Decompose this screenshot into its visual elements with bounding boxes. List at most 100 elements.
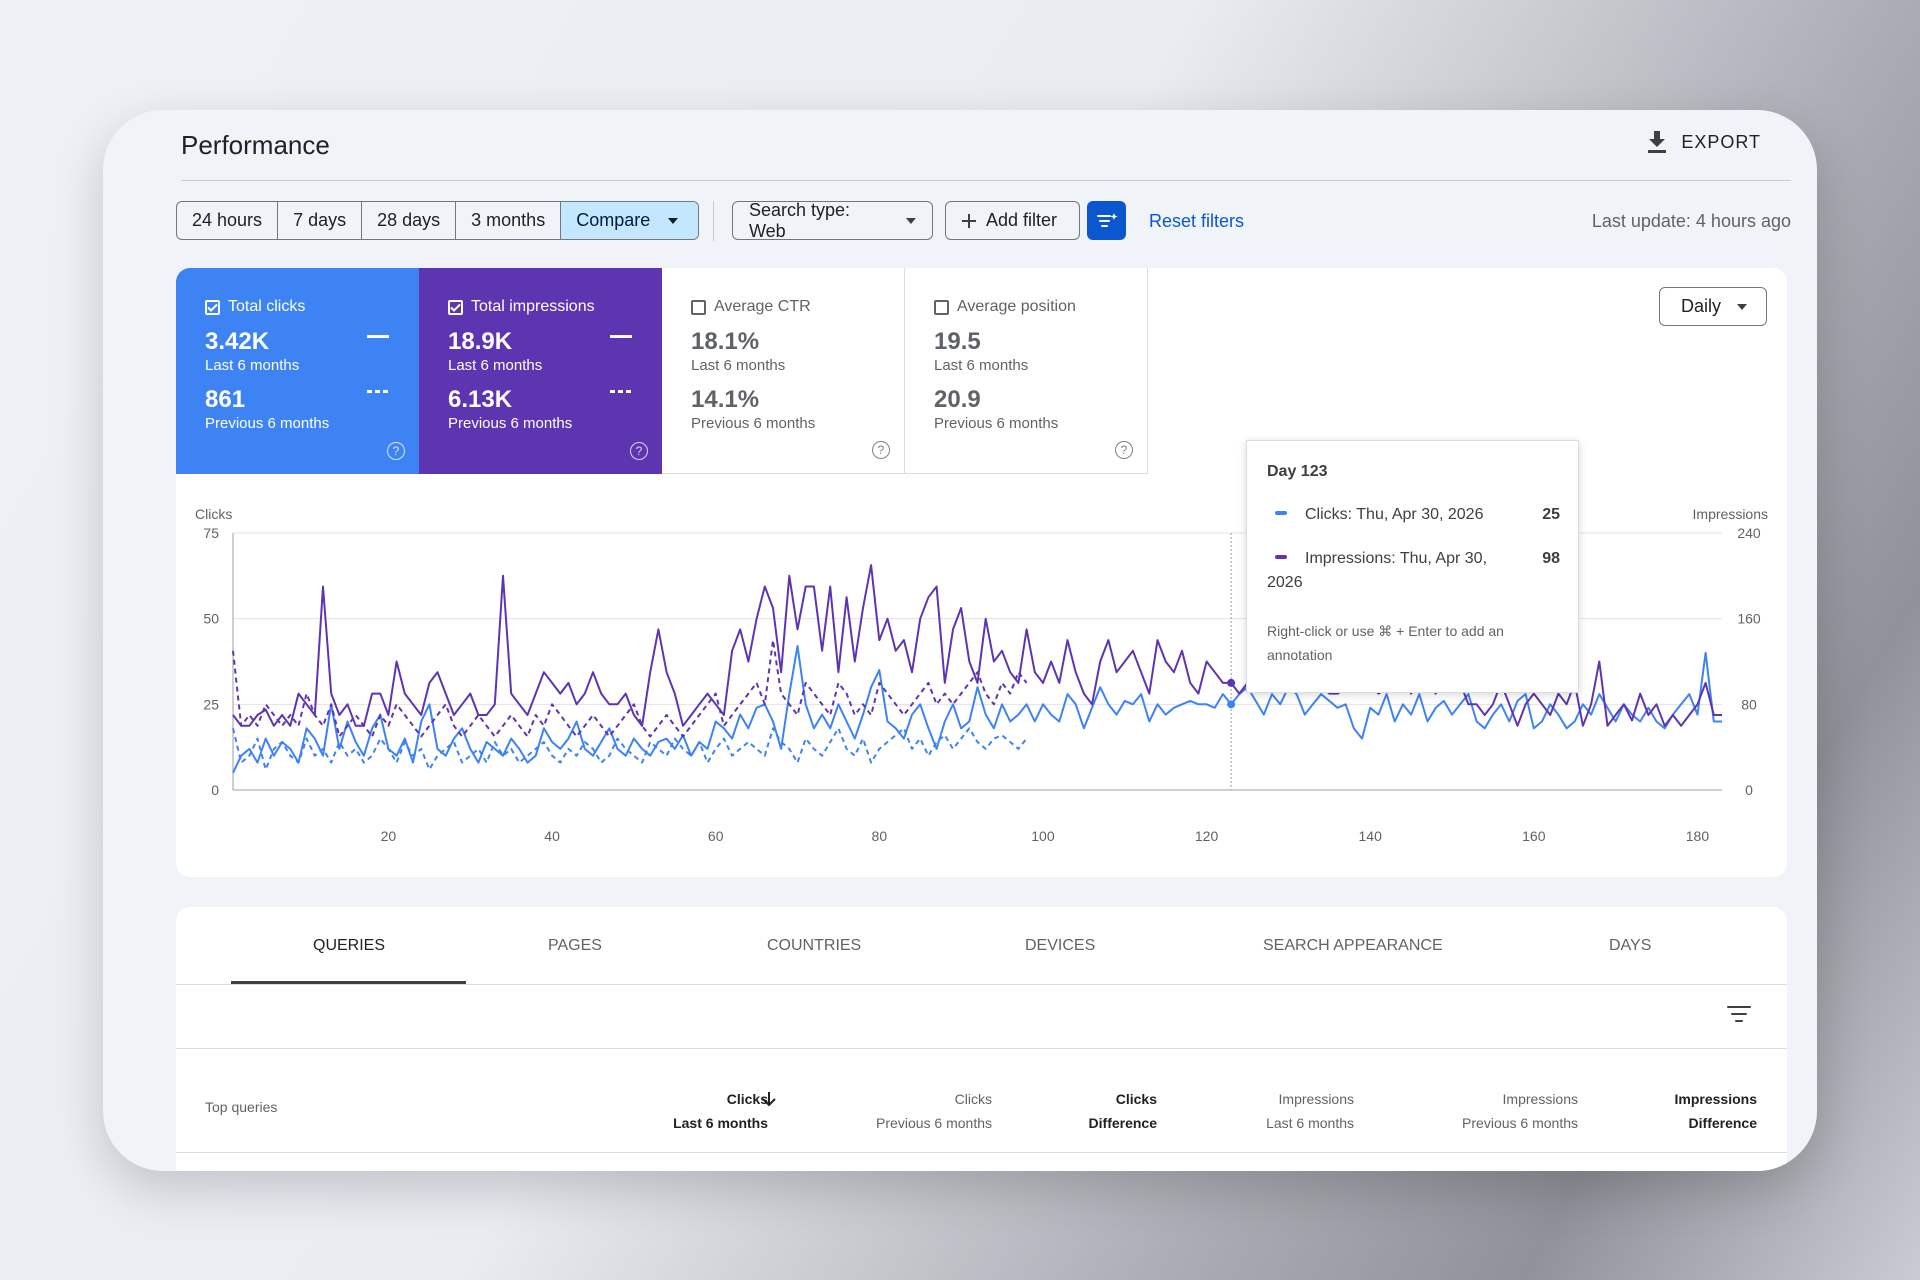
y-left-tick-label: 25 [203, 696, 219, 712]
y-right-tick-label: 80 [1741, 696, 1757, 712]
tooltip-clicks-value: 25 [1542, 506, 1560, 523]
tab-queries[interactable]: QUERIES [313, 937, 386, 954]
column-header-clicks-previous[interactable]: Clicks Previous 6 months [876, 1087, 992, 1135]
y-right-tick-label: 0 [1745, 782, 1753, 798]
column-header-line2: Last 6 months [673, 1115, 768, 1131]
column-header-line1: Clicks [726, 1091, 768, 1107]
dimension-tabs-card: QUERIES PAGES COUNTRIES DEVICES SEARCH A… [176, 907, 1787, 1171]
checkbox-checked-icon[interactable] [205, 299, 220, 315]
tab-days[interactable]: DAYS [1609, 937, 1652, 954]
tooltip-impressions-value: 98 [1542, 550, 1560, 567]
column-header-impressions-last[interactable]: Impressions Last 6 months [1266, 1087, 1354, 1135]
column-header-clicks-difference[interactable]: Clicks Difference [1089, 1087, 1157, 1135]
tab-pages[interactable]: PAGES [548, 937, 602, 954]
x-tick-label: 120 [1195, 828, 1219, 844]
metric-card-total-impressions[interactable]: Total impressions 18.9K Last 6 months 6.… [419, 268, 662, 474]
top-queries-header: Top queries [205, 1099, 278, 1115]
granularity-label: Daily [1681, 296, 1722, 316]
metric-value: 3.42K [205, 328, 270, 355]
table-filter-row [176, 985, 1787, 1049]
column-header-impressions-previous[interactable]: Impressions Previous 6 months [1462, 1087, 1578, 1135]
tooltip-clicks-label: Clicks: Thu, Apr 30, 2026 [1305, 506, 1484, 523]
toolbar-divider [713, 201, 714, 241]
metric-card-average-position[interactable]: Average position 19.5 Last 6 months 20.9… [905, 268, 1148, 474]
checkbox-unchecked-icon[interactable] [934, 299, 949, 315]
active-tab-indicator [231, 981, 466, 984]
search-type-label: Search type: Web [749, 199, 851, 241]
metric-header: Total impressions [448, 298, 662, 316]
metric-prev-value: 20.9 [934, 386, 981, 413]
reset-filters-link[interactable]: Reset filters [1149, 211, 1245, 231]
clicks-series-line [232, 645, 1722, 774]
metric-period: Last 6 months [691, 357, 786, 374]
column-header-line2: Difference [1088, 1115, 1157, 1131]
metric-card-average-ctr[interactable]: Average CTR 18.1% Last 6 months 14.1% Pr… [662, 268, 905, 474]
help-icon[interactable]: ? [630, 442, 648, 460]
y-right-tick-label: 160 [1737, 611, 1761, 627]
clicks-color-marker [1275, 511, 1287, 515]
chart-tooltip: Day 123 Clicks: Thu, Apr 30, 2026 25 Imp… [1246, 440, 1579, 693]
metric-prev-period: Previous 6 months [205, 415, 330, 432]
add-filter-button[interactable]: Add filter [945, 201, 1080, 240]
metric-card-total-clicks[interactable]: Total clicks 3.42K Last 6 months 861 Pre… [176, 268, 419, 474]
y-right-axis-label: Impressions [1693, 506, 1768, 522]
metric-prev-period: Previous 6 months [448, 415, 573, 432]
metric-header: Average CTR [691, 298, 904, 316]
range-7-days[interactable]: 7 days [278, 202, 363, 239]
column-header-clicks-last[interactable]: Clicks Last 6 months [673, 1087, 768, 1135]
range-24-hours[interactable]: 24 hours [177, 202, 279, 239]
metric-value: 18.1% [691, 328, 760, 355]
tooltip-title: Day 123 [1267, 463, 1328, 480]
filter-list-icon[interactable] [1727, 1005, 1751, 1023]
performance-window: Performance EXPORT 24 hours 7 days 28 da… [103, 110, 1817, 1171]
checkbox-checked-icon[interactable] [448, 299, 463, 315]
impressions-color-marker [1275, 555, 1287, 559]
dashed-line-legend [367, 390, 389, 393]
metric-label: Average CTR [714, 298, 811, 315]
range-3-months[interactable]: 3 months [456, 202, 562, 239]
column-header-line1: Impressions [1674, 1091, 1757, 1107]
solid-line-legend [367, 335, 389, 338]
y-left-tick-label: 0 [211, 782, 219, 798]
column-header-line1: Clicks [954, 1091, 992, 1107]
checkbox-unchecked-icon[interactable] [691, 299, 706, 315]
metric-period: Last 6 months [934, 357, 1029, 374]
caret-down-icon [668, 217, 679, 224]
impressions-hover-point [1227, 678, 1236, 687]
column-header-line1: Impressions [1278, 1091, 1354, 1107]
export-button[interactable]: EXPORT [1647, 131, 1761, 153]
range-28-days[interactable]: 28 days [362, 202, 457, 239]
metric-prev-period: Previous 6 months [691, 415, 816, 432]
clicks-hover-point [1227, 700, 1236, 709]
x-tick-label: 60 [708, 828, 724, 844]
filter-settings-button[interactable] [1087, 201, 1126, 240]
help-icon[interactable]: ? [872, 441, 890, 459]
tab-countries[interactable]: COUNTRIES [767, 937, 862, 954]
compare-button[interactable]: Compare [561, 202, 699, 239]
download-icon [1648, 131, 1667, 153]
metric-value: 18.9K [448, 328, 513, 355]
last-update-text: Last update: 4 hours ago [1591, 211, 1791, 231]
tab-devices[interactable]: DEVICES [1025, 937, 1096, 954]
help-icon[interactable]: ? [387, 442, 405, 460]
help-icon[interactable]: ? [1115, 441, 1133, 459]
export-label: EXPORT [1681, 131, 1761, 152]
filter-sparkle-icon [1096, 212, 1117, 227]
search-type-dropdown[interactable]: Search type: Web [732, 199, 933, 241]
dimension-tabs: QUERIES PAGES COUNTRIES DEVICES SEARCH A… [176, 907, 1787, 985]
table-header: Top queries Clicks Last 6 months Clicks … [176, 1049, 1787, 1153]
tab-search-appearance[interactable]: SEARCH APPEARANCE [1263, 937, 1443, 954]
column-header-line1: Impressions [1502, 1091, 1578, 1107]
granularity-dropdown[interactable]: Daily [1659, 287, 1767, 326]
metric-period: Last 6 months [205, 357, 300, 374]
date-range-selector: 24 hours 7 days 28 days 3 months Compare [176, 201, 700, 240]
tooltip-annotation-hint: Right-click or use ⌘ + Enter to add an a… [1267, 623, 1504, 663]
x-tick-label: 80 [872, 828, 888, 844]
column-header-impressions-difference[interactable]: Impressions Difference [1675, 1087, 1757, 1135]
x-tick-label: 140 [1359, 828, 1383, 844]
performance-chart-card: Total clicks 3.42K Last 6 months 861 Pre… [176, 268, 1787, 877]
column-header-line2: Previous 6 months [876, 1115, 992, 1131]
sort-arrow-down-icon[interactable] [762, 1091, 776, 1107]
x-tick-label: 160 [1522, 828, 1546, 844]
metric-label: Total clicks [228, 298, 306, 315]
